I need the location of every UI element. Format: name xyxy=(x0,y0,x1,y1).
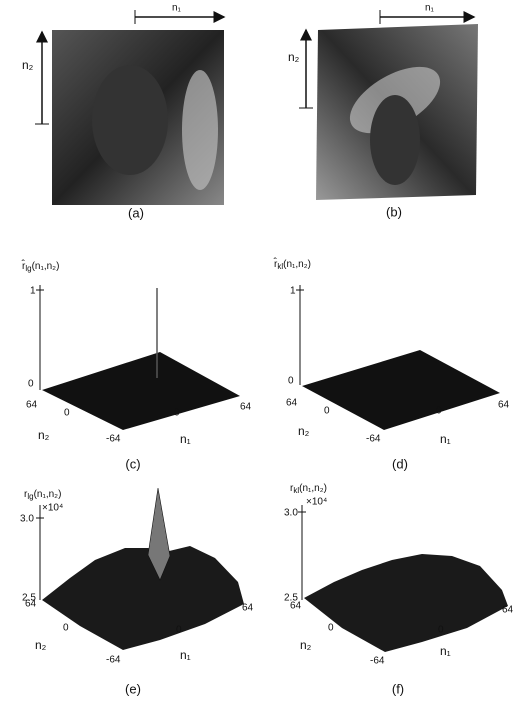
tick-label: 0 xyxy=(438,625,444,636)
panel-d: r̂kl(n₁,n₂) 1 0 64 0 -64 0 64 n₂ n₁ (d) xyxy=(273,256,509,472)
image-detail xyxy=(182,70,218,190)
axis-label: n₂ xyxy=(35,638,47,652)
axis-title: r̂kl(n₁,n₂) xyxy=(273,256,311,271)
tick-label: 0 xyxy=(174,408,180,419)
surface xyxy=(42,352,240,430)
tick-label: -64 xyxy=(366,434,381,445)
tick-label: 0 xyxy=(63,623,69,634)
tick-label: -64 xyxy=(106,655,121,666)
axis-title: rlg(n₁,n₂) xyxy=(24,489,61,501)
panel-c: r̂lg(n₁,n₂) 1 0 64 0 -64 0 64 n₂ n₁ (c) xyxy=(21,258,251,472)
tick-label: 64 xyxy=(26,400,38,411)
axis-title: r̂lg(n₁,n₂) xyxy=(21,258,59,273)
caption: (b) xyxy=(386,204,402,219)
axis-label: n₂ xyxy=(288,50,300,64)
args: (n₁,n₂) xyxy=(283,259,311,270)
tick-label: -64 xyxy=(106,434,121,445)
tick-label: 0 xyxy=(328,623,334,634)
axis-label: n₁ xyxy=(440,644,451,658)
axis-label: n₁ xyxy=(180,648,191,662)
panel-b: n₁ n₂ (b) xyxy=(288,3,478,220)
axis-label: n₁ xyxy=(425,3,435,14)
axis-title: rkl(n₁,n₂) xyxy=(290,483,327,495)
axis-label: n₁ xyxy=(440,432,451,446)
tick-label: 0 xyxy=(176,625,182,636)
surface xyxy=(304,554,508,652)
tick-label: 0 xyxy=(288,376,294,387)
tick-label: 0 xyxy=(324,406,330,417)
tick-label: 64 xyxy=(286,398,298,409)
axis-label: n₂ xyxy=(38,428,50,442)
axis-label: n₂ xyxy=(300,638,312,652)
panel-a: n₁ n₂ (a) xyxy=(22,3,224,221)
caption: (c) xyxy=(125,456,140,471)
tick-label: 64 xyxy=(242,603,254,614)
figure: n₁ n₂ (a) n₁ n₂ (b) r̂lg(n₁,n₂) 1 0 64 0… xyxy=(0,0,521,713)
caption: (d) xyxy=(392,456,408,471)
image-detail xyxy=(370,95,420,185)
surface xyxy=(42,546,244,650)
tick-label: 64 xyxy=(240,402,252,413)
tick-label: 64 xyxy=(25,599,37,610)
caption: (f) xyxy=(392,681,404,696)
panel-f: rkl(n₁,n₂) 3.0 ×10⁴ 2.5 64 0 -64 0 64 n₂… xyxy=(284,483,514,697)
surface xyxy=(302,350,500,430)
image-detail xyxy=(92,65,168,175)
tick-label: 64 xyxy=(290,601,302,612)
args: (n₁,n₂) xyxy=(32,261,60,272)
axis-label: n₂ xyxy=(298,424,310,438)
scale-label: ×10⁴ xyxy=(42,503,63,514)
tick-label: 64 xyxy=(498,400,510,411)
caption: (a) xyxy=(128,205,144,220)
tick-label: 3.0 xyxy=(20,514,34,525)
scale-label: ×10⁴ xyxy=(306,497,327,508)
tick-label: 0 xyxy=(28,379,34,390)
tick-label: -64 xyxy=(370,656,385,667)
tick-label: 0 xyxy=(64,408,70,419)
axis-label: n₁ xyxy=(172,3,182,14)
tick-label: 1 xyxy=(290,286,296,297)
args: (n₁,n₂) xyxy=(299,483,327,494)
caption: (e) xyxy=(125,681,141,696)
axis-label: n₁ xyxy=(180,432,191,446)
tick-label: 1 xyxy=(30,286,36,297)
args: (n₁,n₂) xyxy=(34,489,62,500)
axis-label: n₂ xyxy=(22,58,34,72)
tick-label: 3.0 xyxy=(284,508,298,519)
panel-e: rlg(n₁,n₂) 3.0 ×10⁴ 2.5 64 0 -64 0 64 n₂… xyxy=(20,488,254,696)
tick-label: 64 xyxy=(502,605,514,616)
tick-label: 0 xyxy=(436,406,442,417)
